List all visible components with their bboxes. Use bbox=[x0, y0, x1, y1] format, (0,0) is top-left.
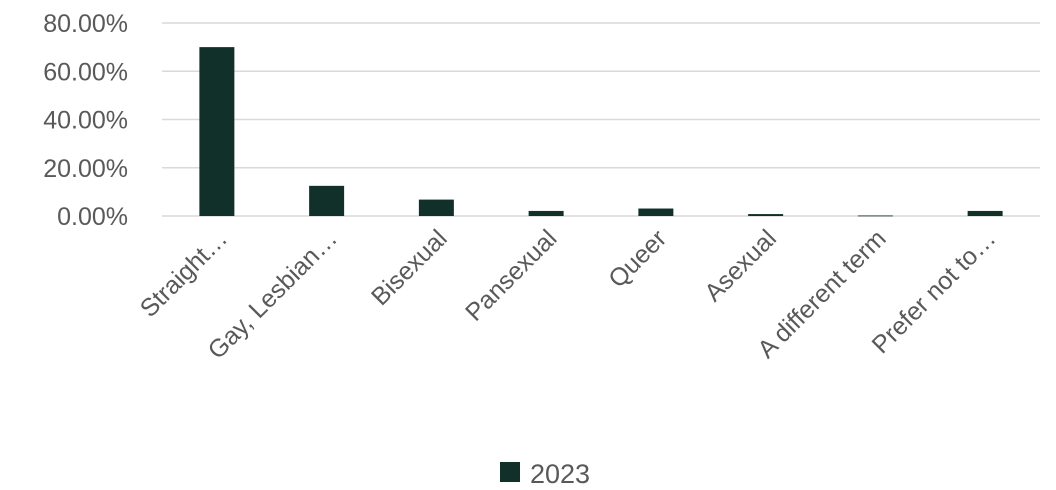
legend: 2023 bbox=[500, 459, 590, 489]
y-tick-label: 60.00% bbox=[43, 58, 128, 86]
legend-swatch bbox=[500, 462, 520, 482]
bar bbox=[528, 210, 564, 216]
y-tick-label: 0.00% bbox=[57, 203, 128, 231]
bar bbox=[199, 47, 235, 216]
x-category-label: Bisexual bbox=[366, 224, 453, 311]
x-category-label: Straight… bbox=[135, 224, 233, 322]
x-category-label: Asexual bbox=[699, 224, 782, 307]
gridlines bbox=[162, 22, 1040, 217]
bars bbox=[199, 47, 1003, 217]
bar bbox=[967, 210, 1003, 216]
y-tick-label: 80.00% bbox=[43, 10, 128, 38]
x-category-label: Pansexual bbox=[460, 224, 562, 326]
x-category-label: Queer bbox=[603, 224, 672, 293]
y-axis-ticks: 0.00% 20.00% 40.00% 60.00% 80.00% bbox=[43, 10, 128, 231]
y-tick-label: 40.00% bbox=[43, 107, 128, 135]
bar bbox=[748, 214, 784, 216]
bar bbox=[638, 208, 674, 216]
y-tick-label: 20.00% bbox=[43, 155, 128, 183]
x-axis-categories: Straight…Gay, Lesbian… Bisexual Pansexual Q… bbox=[135, 224, 1002, 364]
bar bbox=[418, 199, 454, 216]
legend-label: 2023 bbox=[530, 459, 590, 489]
bar bbox=[857, 215, 893, 217]
bar bbox=[309, 185, 345, 216]
